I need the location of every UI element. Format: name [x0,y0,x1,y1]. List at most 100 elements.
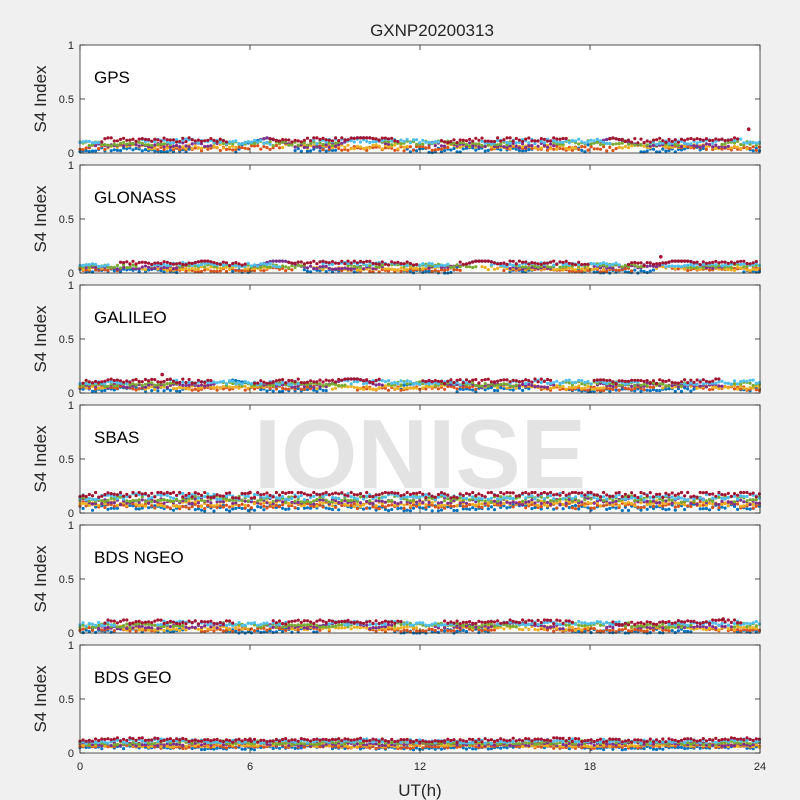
s4-point [249,144,253,148]
s4-point [714,137,718,141]
s4-point [742,494,746,498]
s4-point [589,138,593,142]
s4-point [274,379,278,383]
s4-point [302,381,306,385]
s4-point [218,497,222,501]
s4-point [324,140,328,144]
s4-point [708,138,712,143]
s4-point [140,383,144,387]
s4-point [580,267,584,271]
s4-point [90,143,95,147]
s4-point [125,492,129,496]
s4-point [474,142,478,146]
s4-point [206,383,210,387]
s4-point [100,389,104,393]
s4-point [658,136,662,140]
s4-point [608,141,612,145]
s4-point [492,388,497,393]
s4-point [165,263,169,268]
s4-point [642,379,646,383]
s4-point [683,267,687,271]
s4-point [567,147,571,151]
s4-point [337,146,341,150]
s4-point [558,146,562,150]
s4-point [318,145,322,150]
s4-point [611,387,615,391]
s4-point [162,136,166,140]
s4-point [277,139,282,143]
s4-point [402,381,406,385]
s4-point [471,144,475,148]
s4-point [131,378,135,382]
s4-point [542,143,547,147]
s4-point [517,149,522,153]
s4-point [614,506,618,510]
s4-point [570,267,575,271]
s4-point [651,138,656,142]
s4-point [305,266,310,270]
s4-point [106,378,110,382]
s4-point [365,146,369,150]
y-tick-label: 0 [68,268,74,280]
s4-point [626,387,631,391]
s4-point [633,498,637,503]
s4-point [608,506,612,510]
s4-point [153,506,157,510]
s4-point [240,146,244,150]
s4-point [90,497,95,501]
s4-point [125,385,129,389]
s4-point [118,502,123,507]
s4-point [742,265,746,269]
s4-point [617,268,621,272]
s4-point [231,379,235,383]
s4-point [521,145,525,149]
s4-point [165,268,169,273]
s4-point [626,138,631,142]
s4-point [134,142,138,147]
s4-point [94,379,98,384]
s4-point [193,261,197,265]
s4-point [577,384,581,388]
s4-point [586,506,590,510]
s4-point [589,145,593,149]
s4-point [695,260,699,264]
s4-point [561,136,565,141]
s4-point [751,149,755,153]
s4-point [415,149,419,153]
s4-point [486,377,490,381]
y-tick-label: 0.5 [59,334,74,346]
s4-point [598,504,603,508]
s4-point [274,265,278,269]
s4-point [81,381,85,385]
s4-point [162,389,166,393]
s4-point [742,379,746,383]
s4-point [171,267,176,271]
s4-point [602,267,606,272]
s4-point [215,497,219,501]
s4-point [524,260,528,264]
s4-point [237,269,241,273]
s4-point [221,385,225,389]
s4-point [648,495,652,499]
s4-point [374,262,378,266]
s4-point [511,388,515,392]
s4-point [661,386,665,390]
s4-point [605,269,609,273]
s4-point [221,500,225,504]
data-points [78,254,762,275]
s4-point [611,142,615,146]
s4-point [159,267,163,271]
s4-point [468,386,472,390]
s4-point [655,501,659,505]
s4-point [374,265,378,269]
s4-point [330,267,335,271]
s4-point [704,499,709,503]
s4-point [474,265,478,269]
s4-point [281,145,285,150]
s4-point [458,138,462,142]
s4-point [334,136,338,140]
s4-point [234,139,238,143]
s4-point [168,491,172,496]
s4-point [408,150,412,154]
s4-point [162,260,166,264]
